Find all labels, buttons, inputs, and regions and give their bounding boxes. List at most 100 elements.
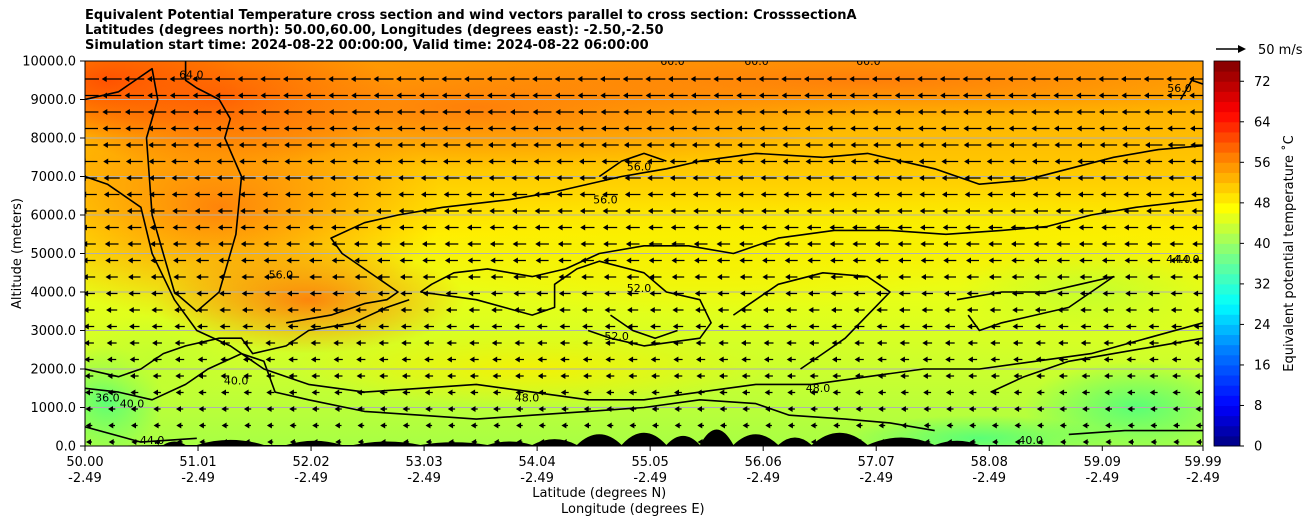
wind-arrow-298 (1167, 158, 1185, 165)
wind-arrow-722 (581, 307, 593, 313)
colorbar-level-9 (1214, 344, 1240, 356)
wind-arrow-28 (713, 76, 734, 82)
wind-arrow-576 (671, 257, 685, 264)
wind-arrow-695 (1102, 290, 1115, 297)
wind-arrow-495 (1101, 224, 1116, 231)
wind-arrow-701 (106, 307, 118, 313)
wind-arrow-256 (216, 158, 234, 165)
wind-arrow-820 (537, 340, 547, 346)
wind-arrow-217 (465, 142, 483, 148)
wind-arrow-839 (967, 340, 978, 346)
wind-arrow-777 (695, 323, 706, 330)
wind-arrow-388 (942, 191, 958, 198)
wind-arrow-625 (649, 274, 662, 280)
wind-arrow-754 (174, 323, 185, 330)
wind-arrow-236 (895, 142, 914, 148)
contour-label-0: 64.0 (179, 68, 204, 81)
wind-arrow-684 (853, 290, 866, 297)
wind-arrow-424 (625, 208, 641, 214)
wind-arrow-186 (895, 125, 914, 132)
wind-arrow-43 (1053, 76, 1074, 82)
wind-arrow-510 (308, 241, 323, 247)
wind-arrow-728 (717, 307, 729, 313)
wind-arrow-93 (1053, 92, 1073, 99)
wind-arrow-415 (421, 208, 437, 214)
wind-arrow-357 (239, 191, 256, 198)
wind-arrow-121 (555, 109, 575, 115)
wind-arrow-546 (1124, 241, 1138, 247)
wind-arrow-1117 (471, 439, 478, 445)
wind-arrow-773 (604, 323, 616, 330)
wind-arrow-607 (241, 274, 254, 280)
wind-arrow-1002 (130, 406, 138, 412)
colorbar-level-2 (1214, 415, 1240, 427)
wind-arrow-1088 (946, 422, 954, 429)
wind-arrow-649 (1192, 274, 1203, 280)
wind-arrow-533 (829, 241, 844, 247)
contour-label-6: 56.0 (627, 161, 652, 174)
wind-arrow-992 (1036, 389, 1045, 396)
wind-arrow-816 (446, 340, 457, 346)
wind-arrow-513 (376, 241, 391, 247)
contour-line-6 (419, 198, 1203, 293)
wind-arrow-1003 (153, 406, 161, 412)
colorbar-level-21 (1214, 223, 1240, 234)
contour-label-13: 44.0 (1166, 253, 1191, 266)
wind-arrow-374 (624, 191, 641, 198)
wind-arrow-756 (219, 323, 231, 330)
contour-label-15: 56.0 (1167, 82, 1192, 95)
wind-arrow-51 (102, 92, 122, 99)
wind-arrow-964 (402, 389, 411, 396)
wind-arrow-486 (897, 224, 912, 231)
wind-arrow-1049 (1195, 406, 1203, 412)
wind-arrow-799 (1193, 323, 1203, 330)
wind-arrow-940 (990, 373, 1000, 379)
wind-arrow-263 (375, 158, 392, 165)
wind-arrow-888 (945, 356, 955, 363)
wind-arrow-617 (467, 274, 481, 280)
wind-arrow-53 (147, 92, 167, 99)
wind-arrow-196 (1122, 125, 1141, 132)
contour-label-10: 48.0 (515, 392, 540, 405)
wind-arrow-802 (129, 340, 140, 346)
wind-arrow-747 (1148, 307, 1160, 313)
wind-arrow-1096 (1127, 422, 1135, 429)
wind-arrow-779 (740, 323, 752, 330)
wind-arrow-650 (85, 290, 95, 297)
wind-arrow-826 (673, 340, 683, 346)
wind-arrow-535 (875, 241, 889, 247)
wind-arrow-760 (310, 323, 321, 330)
wind-arrow-1071 (561, 422, 568, 429)
wind-arrow-706 (219, 307, 231, 313)
wind-arrow-604 (173, 274, 186, 280)
wind-arrow-13 (373, 76, 394, 82)
colorbar-tick-label-7: 56 (1254, 156, 1271, 171)
wind-arrow-657 (241, 290, 254, 297)
wind-arrow-281 (782, 158, 800, 165)
wind-arrow-403 (149, 208, 165, 214)
wind-arrow-660 (309, 290, 322, 297)
wind-arrow-704 (174, 307, 186, 313)
colorbar-level-12 (1214, 314, 1240, 325)
colorbar-level-34 (1214, 91, 1240, 103)
wind-arrow-927 (696, 373, 705, 379)
wind-arrow-634 (853, 274, 866, 280)
wind-arrow-442 (1033, 208, 1048, 214)
wind-arrow-676 (672, 290, 684, 297)
wind-arrow-914 (401, 373, 411, 379)
wind-arrow-1069 (516, 422, 523, 429)
wind-arrow-873 (605, 356, 615, 363)
wind-arrow-511 (331, 241, 345, 247)
wind-arrow-15 (418, 76, 439, 82)
wind-arrow-470 (534, 224, 550, 231)
wind-arrow-1066 (448, 422, 455, 429)
wind-arrow-574 (626, 257, 640, 264)
wind-arrow-1113 (380, 439, 387, 445)
wind-arrow-164 (397, 125, 416, 132)
wind-arrow-1055 (198, 422, 206, 429)
wind-arrow-109 (283, 109, 303, 115)
wind-arrow-736 (899, 307, 911, 313)
contour-label-12: 40.0 (1018, 434, 1043, 447)
wind-arrow-978 (719, 389, 728, 396)
wind-arrow-277 (692, 158, 709, 165)
